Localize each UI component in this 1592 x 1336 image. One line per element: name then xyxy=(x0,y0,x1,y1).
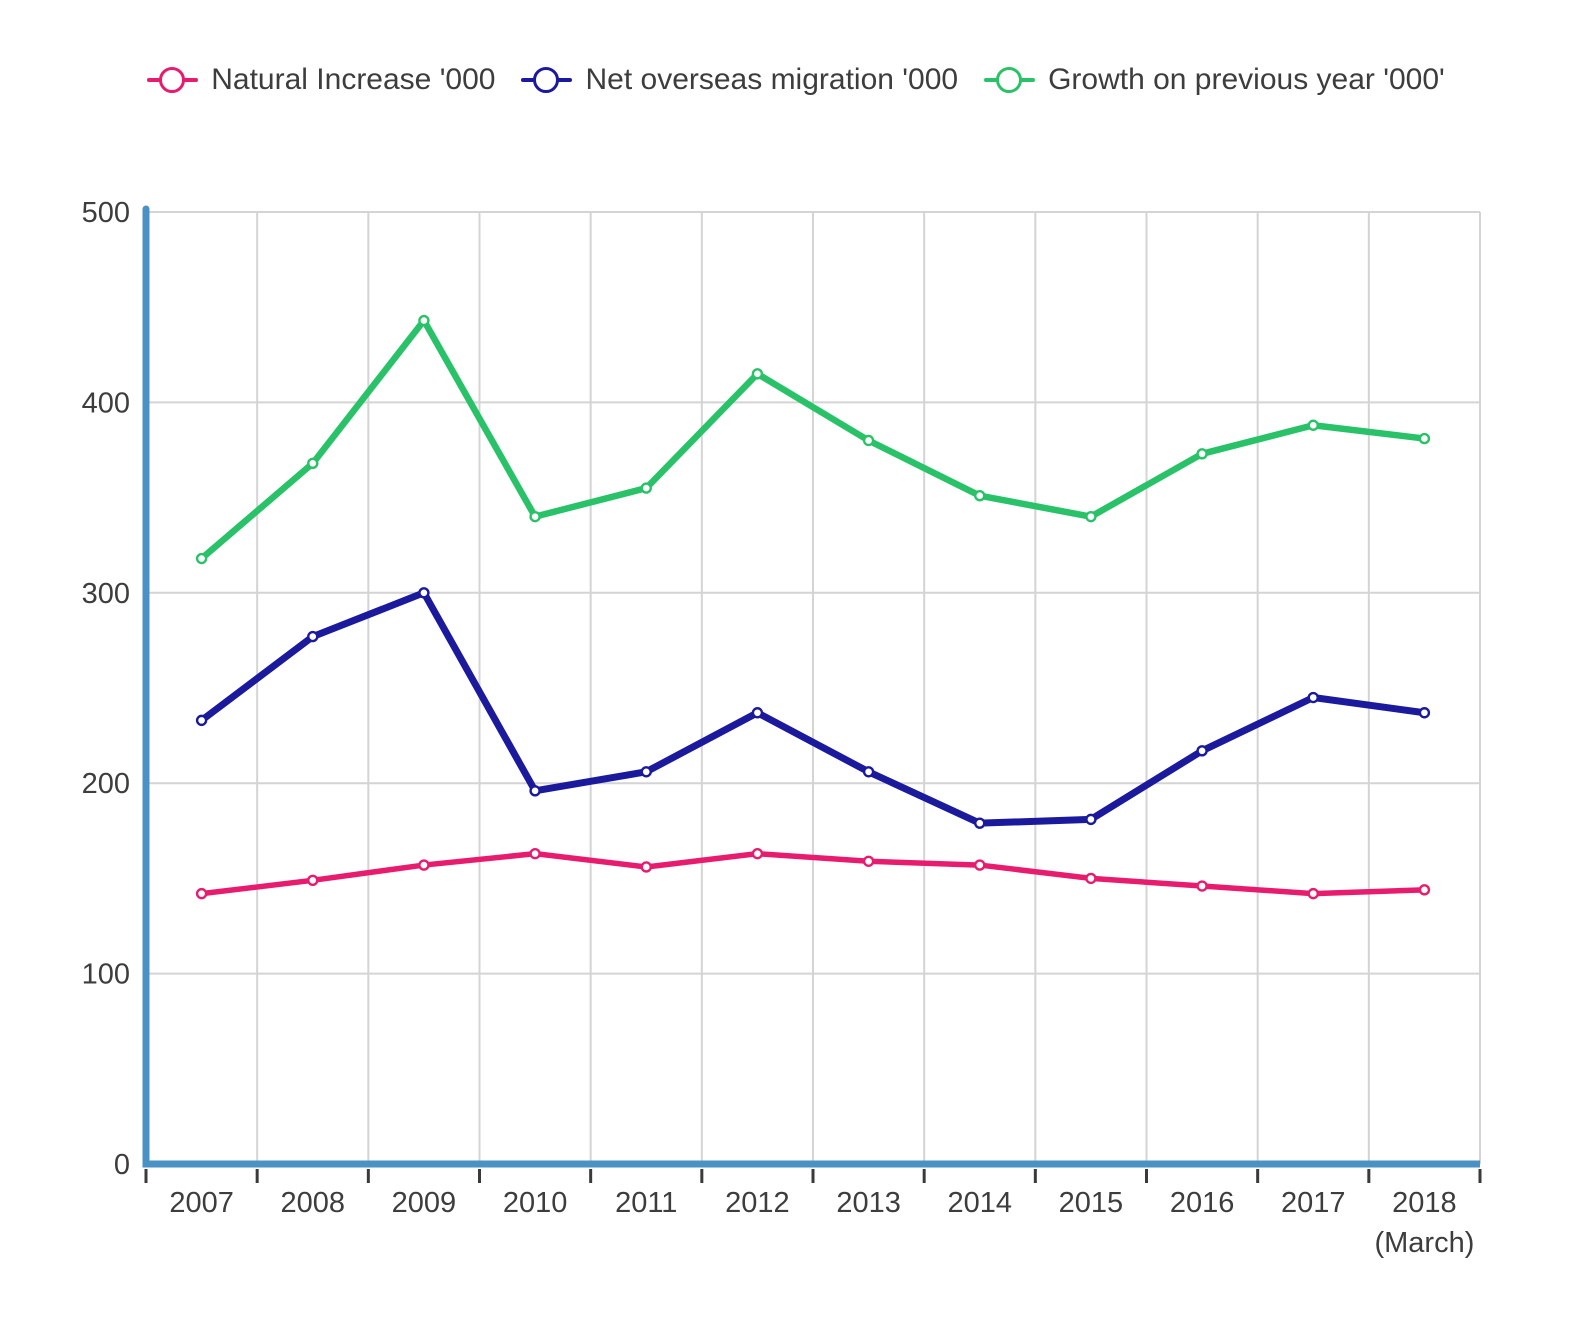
x-tick-label: 2014 xyxy=(947,1187,1012,1219)
x-tick-label: 2010 xyxy=(503,1187,568,1219)
data-point-natural-increase-2010[interactable] xyxy=(529,847,541,860)
x-tick-label: 2013 xyxy=(836,1187,901,1219)
data-point-natural-increase-2015[interactable] xyxy=(1085,872,1097,885)
chart-legend: Natural Increase '000 Net overseas migra… xyxy=(0,63,1592,97)
data-point-growth-on-previous-year-2008[interactable] xyxy=(307,457,319,470)
data-point-growth-on-previous-year-2016[interactable] xyxy=(1196,448,1208,460)
data-point-natural-increase-2009[interactable] xyxy=(418,859,430,871)
data-point-net-overseas-migration-2012[interactable] xyxy=(751,707,764,719)
data-point-growth-on-previous-year-2012[interactable] xyxy=(751,368,764,380)
x-tick-label: 2012 xyxy=(725,1187,790,1219)
x-tick-label: 2015 xyxy=(1059,1187,1124,1219)
legend-item-net-overseas-migration[interactable]: Net overseas migration '000 xyxy=(521,63,958,97)
legend-marker-circle-icon xyxy=(521,65,573,95)
data-point-natural-increase-2016[interactable] xyxy=(1196,880,1208,892)
data-point-net-overseas-migration-2018[interactable] xyxy=(1418,707,1431,719)
y-tick-label: 200 xyxy=(82,768,130,800)
legend-marker-circle-icon xyxy=(984,65,1036,95)
data-point-growth-on-previous-year-2018[interactable] xyxy=(1418,432,1431,445)
data-point-natural-increase-2012[interactable] xyxy=(751,847,764,860)
x-tick-label: 2016 xyxy=(1170,1187,1235,1219)
y-tick-label: 500 xyxy=(82,197,130,229)
data-point-net-overseas-migration-2010[interactable] xyxy=(529,785,541,797)
data-point-natural-increase-2013[interactable] xyxy=(862,855,875,867)
data-point-natural-increase-2008[interactable] xyxy=(307,874,319,887)
data-point-natural-increase-2014[interactable] xyxy=(974,859,986,871)
x-tick-label: 2009 xyxy=(392,1187,457,1219)
data-point-net-overseas-migration-2014[interactable] xyxy=(974,817,986,829)
data-point-natural-increase-2011[interactable] xyxy=(640,861,652,873)
x-tick-label: 2007 xyxy=(169,1187,234,1219)
x-tick-label: 2018 xyxy=(1392,1187,1457,1219)
y-tick-label: 400 xyxy=(82,387,130,419)
series-line-net-overseas-migration xyxy=(198,589,1428,827)
data-point-growth-on-previous-year-2017[interactable] xyxy=(1307,419,1319,431)
data-point-net-overseas-migration-2016[interactable] xyxy=(1196,745,1208,757)
data-point-growth-on-previous-year-2013[interactable] xyxy=(862,434,875,447)
data-point-growth-on-previous-year-2015[interactable] xyxy=(1085,510,1097,523)
data-point-net-overseas-migration-2007[interactable] xyxy=(195,714,208,727)
legend-label: Natural Increase '000 xyxy=(211,63,496,96)
legend-item-natural-increase[interactable]: Natural Increase '000 xyxy=(147,63,495,97)
y-tick-label: 0 xyxy=(114,1149,130,1181)
data-point-net-overseas-migration-2015[interactable] xyxy=(1085,813,1097,826)
data-point-net-overseas-migration-2017[interactable] xyxy=(1307,691,1319,704)
x-tick-label: 2008 xyxy=(280,1187,345,1219)
data-point-natural-increase-2018[interactable] xyxy=(1418,884,1431,896)
legend-label: Growth on previous year '000' xyxy=(1048,63,1445,96)
x-tick-label: 2017 xyxy=(1281,1187,1346,1219)
x-tick-label: 2011 xyxy=(615,1187,677,1219)
data-point-growth-on-previous-year-2011[interactable] xyxy=(640,482,652,494)
y-tick-label: 100 xyxy=(82,959,130,991)
data-point-net-overseas-migration-2009[interactable] xyxy=(418,587,430,599)
data-point-growth-on-previous-year-2007[interactable] xyxy=(195,552,208,565)
data-point-net-overseas-migration-2011[interactable] xyxy=(640,766,652,778)
data-point-growth-on-previous-year-2014[interactable] xyxy=(974,489,986,502)
legend-label: Net overseas migration '000 xyxy=(585,63,959,96)
data-point-growth-on-previous-year-2010[interactable] xyxy=(529,510,541,523)
data-point-net-overseas-migration-2008[interactable] xyxy=(307,630,319,643)
legend-marker-circle-icon xyxy=(147,65,199,95)
y-tick-label: 300 xyxy=(82,578,130,610)
data-point-growth-on-previous-year-2009[interactable] xyxy=(418,314,430,327)
data-point-net-overseas-migration-2013[interactable] xyxy=(862,766,875,778)
series-line-natural-increase xyxy=(198,850,1428,897)
x-tick-sublabel: (March) xyxy=(1374,1227,1474,1259)
legend-item-growth-on-previous-year[interactable]: Growth on previous year '000' xyxy=(984,63,1445,97)
data-point-natural-increase-2017[interactable] xyxy=(1307,887,1319,900)
series-line-growth-on-previous-year xyxy=(198,317,1428,562)
data-point-natural-increase-2007[interactable] xyxy=(195,887,208,900)
